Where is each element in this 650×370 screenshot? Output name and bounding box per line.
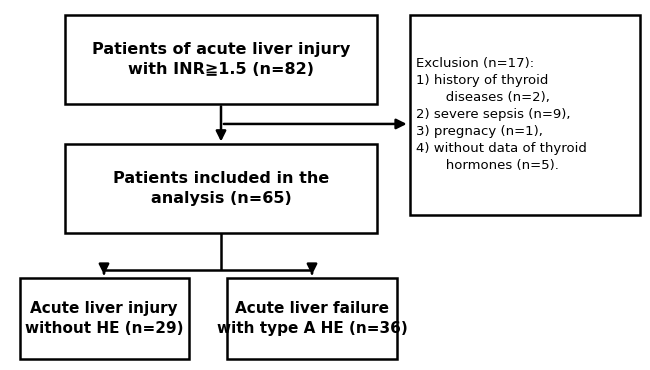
FancyBboxPatch shape [65,144,377,233]
Text: Exclusion (n=17):
1) history of thyroid
       diseases (n=2),
2) severe sepsis : Exclusion (n=17): 1) history of thyroid … [416,57,587,172]
Text: Patients included in the
analysis (n=65): Patients included in the analysis (n=65) [113,171,329,206]
FancyBboxPatch shape [20,278,188,359]
Text: Acute liver failure
with type A HE (n=36): Acute liver failure with type A HE (n=36… [216,301,408,336]
Text: Acute liver injury
without HE (n=29): Acute liver injury without HE (n=29) [25,301,183,336]
Text: Patients of acute liver injury
with INR≧1.5 (n=82): Patients of acute liver injury with INR≧… [92,42,350,77]
FancyBboxPatch shape [227,278,396,359]
FancyBboxPatch shape [410,15,640,215]
FancyBboxPatch shape [65,15,377,104]
